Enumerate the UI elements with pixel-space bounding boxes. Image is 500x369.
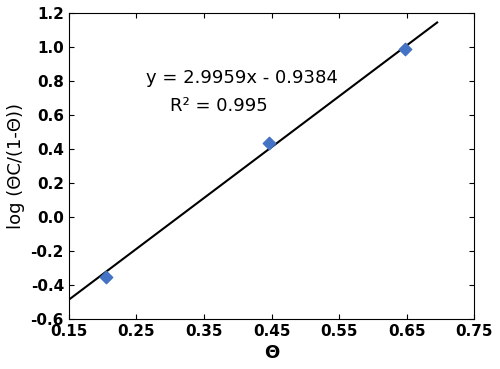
- Point: [102, 273, 110, 279]
- X-axis label: Θ: Θ: [264, 344, 279, 362]
- Y-axis label: log (ΘC/(1-Θ)): log (ΘC/(1-Θ)): [7, 103, 25, 229]
- Text: y = 2.9959x - 0.9384: y = 2.9959x - 0.9384: [146, 69, 338, 87]
- Point: [266, 141, 274, 146]
- Point: [402, 46, 409, 52]
- Text: R² = 0.995: R² = 0.995: [170, 97, 268, 115]
